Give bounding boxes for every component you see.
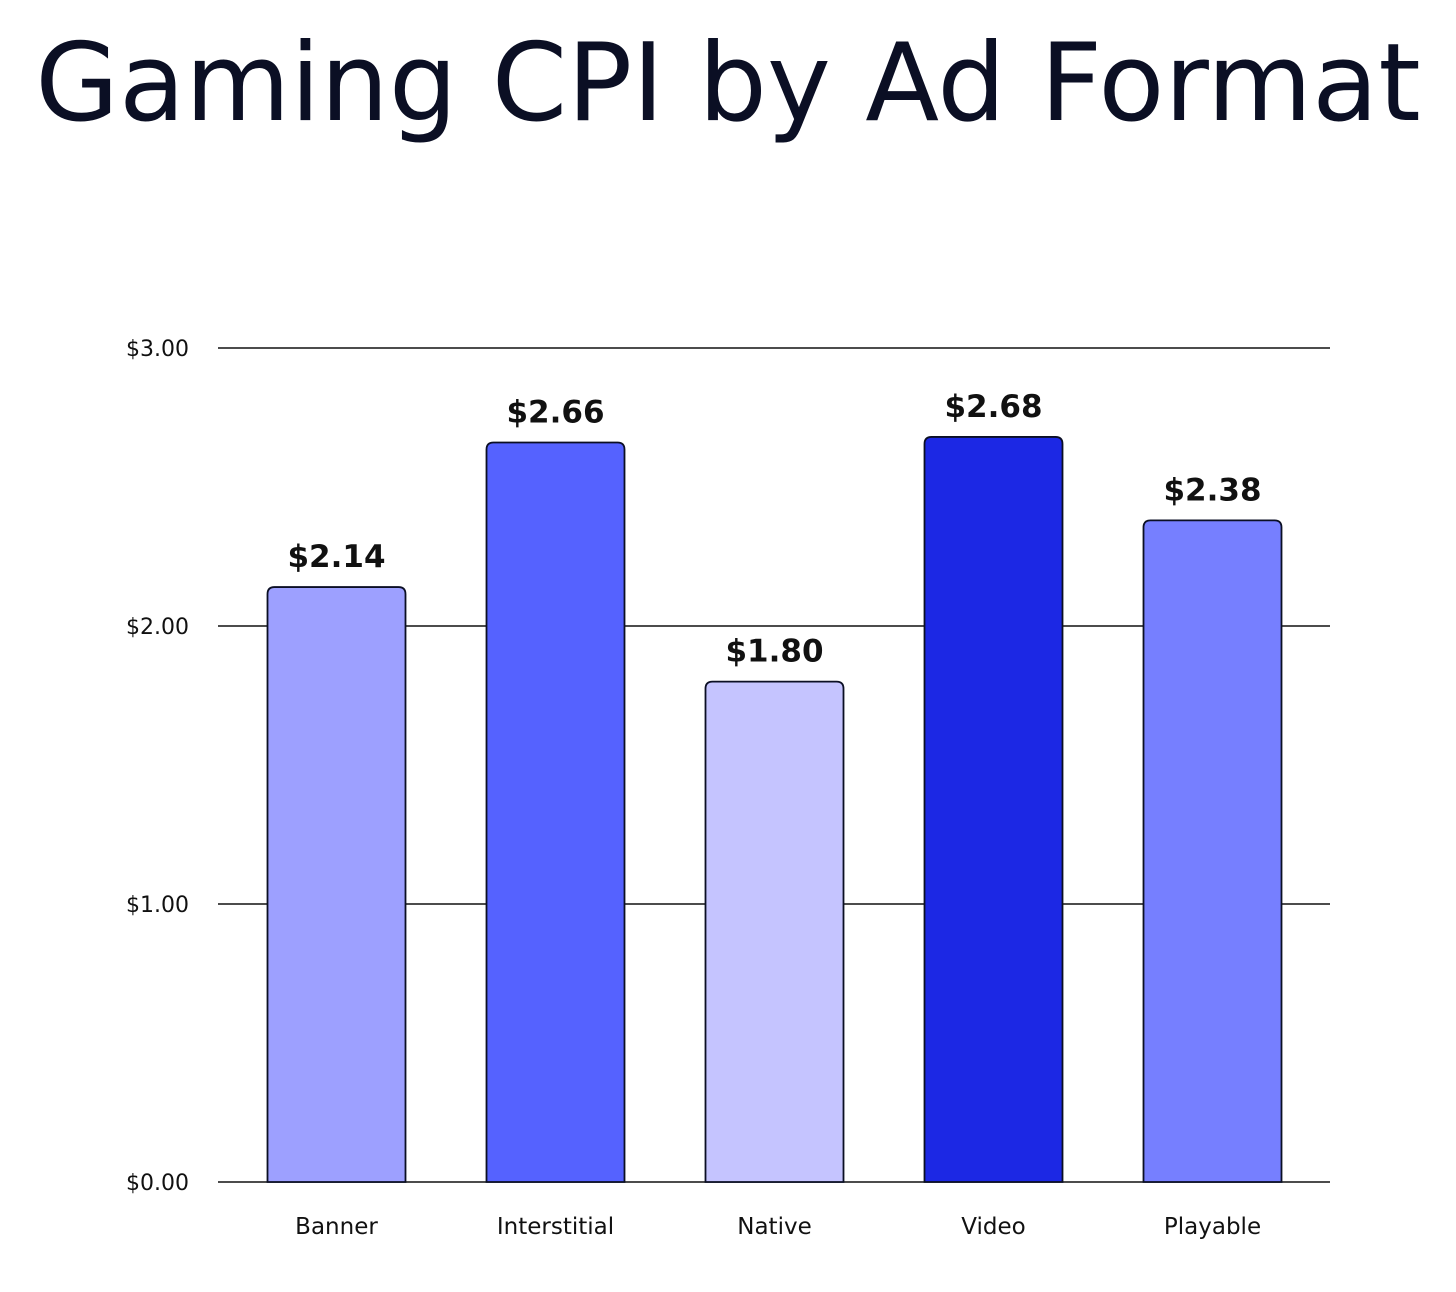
value-label-banner: $2.14 — [287, 539, 385, 575]
value-label-interstitial: $2.66 — [506, 395, 604, 431]
category-label-video: Video — [961, 1214, 1025, 1240]
category-label-banner: Banner — [295, 1214, 378, 1240]
bar-interstitial — [485, 441, 626, 1183]
y-axis-ticks: $0.00 $1.00 $2.00 $3.00 — [126, 337, 189, 1196]
category-label-playable: Playable — [1164, 1214, 1261, 1240]
bar-banner — [266, 586, 407, 1183]
value-label-native: $1.80 — [725, 634, 823, 670]
y-tick-label: $1.00 — [126, 893, 189, 918]
bars — [266, 436, 1283, 1183]
y-tick-label: $2.00 — [126, 615, 189, 640]
bar-native — [704, 680, 845, 1183]
category-labels: Banner Interstitial Native Video Playable — [295, 1214, 1261, 1240]
value-labels: $2.14 $2.66 $1.80 $2.68 $2.38 — [287, 389, 1261, 670]
category-label-interstitial: Interstitial — [497, 1214, 614, 1240]
bar-video — [923, 436, 1064, 1183]
chart-title: Gaming CPI by Ad Format — [35, 21, 1421, 146]
y-tick-label: $0.00 — [126, 1171, 189, 1196]
category-label-native: Native — [737, 1214, 811, 1240]
y-tick-label: $3.00 — [126, 337, 189, 362]
value-label-playable: $2.38 — [1163, 472, 1261, 508]
bar-playable — [1142, 519, 1283, 1183]
value-label-video: $2.68 — [944, 389, 1042, 425]
